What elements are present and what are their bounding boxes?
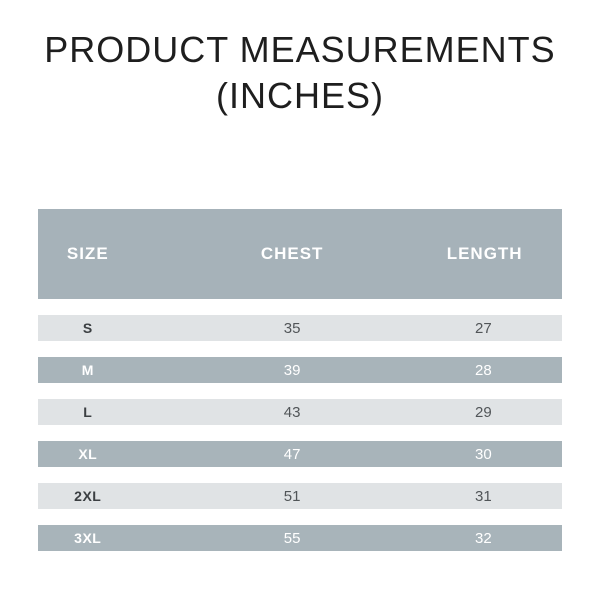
cell-size: S	[82, 320, 93, 336]
column-header-length: LENGTH	[446, 244, 523, 263]
table-body: S 35 27 M 39 28 L 43 29 XL 47 30 2XL 51 31 3XL 55 32	[38, 315, 562, 551]
cell-length: 31	[474, 487, 492, 505]
measurements-table: SIZE CHEST LENGTH S 35 27 M 39 28 L 43 29 XL 47 30 2…	[38, 209, 562, 567]
table-row-3xl: 3XL 55 32	[38, 525, 562, 551]
page-title-line1: PRODUCT MEASUREMENTS	[44, 29, 556, 70]
cell-length: 29	[474, 403, 492, 421]
cell-size: 3XL	[74, 530, 102, 546]
cell-chest: 47	[283, 445, 301, 463]
cell-size: M	[81, 362, 94, 378]
cell-chest: 35	[283, 319, 301, 337]
cell-chest: 39	[283, 361, 301, 379]
table-row-2xl: 2XL 51 31	[38, 483, 562, 509]
column-header-size: SIZE	[66, 244, 109, 263]
cell-size: L	[83, 404, 93, 420]
table-row-xl: XL 47 30	[38, 441, 562, 467]
cell-chest: 51	[283, 487, 301, 505]
table-row-l: L 43 29	[38, 399, 562, 425]
cell-length: 30	[474, 445, 492, 463]
cell-chest: 43	[283, 403, 301, 421]
page-title: PRODUCT MEASUREMENTS (INCHES)	[0, 27, 600, 119]
cell-length: 27	[474, 319, 492, 337]
table-row-s: S 35 27	[38, 315, 562, 341]
size-chart-page: PRODUCT MEASUREMENTS (INCHES) SIZE CHEST …	[0, 27, 600, 600]
cell-size: XL	[78, 446, 98, 462]
column-header-chest: CHEST	[260, 244, 324, 263]
page-title-line2: (INCHES)	[216, 75, 384, 116]
cell-length: 32	[474, 529, 492, 547]
cell-size: 2XL	[74, 488, 102, 504]
table-row-m: M 39 28	[38, 357, 562, 383]
table-header-row: SIZE CHEST LENGTH	[38, 209, 562, 299]
cell-chest: 55	[283, 529, 301, 547]
cell-length: 28	[474, 361, 492, 379]
